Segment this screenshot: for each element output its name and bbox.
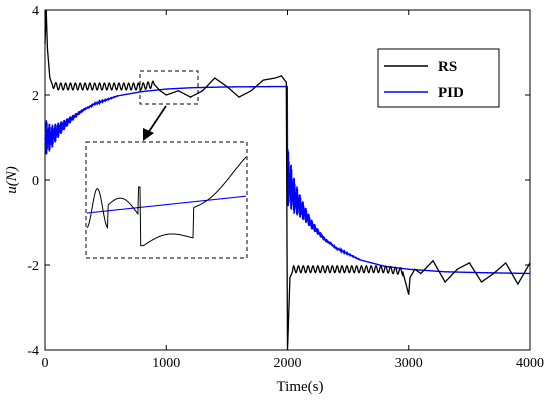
zoom-arrow — [147, 105, 167, 134]
y-tick-label: -2 — [27, 259, 39, 274]
x-tick-label: 2000 — [274, 356, 302, 371]
zoom-source-box — [139, 70, 199, 105]
x-tick-label: 0 — [42, 356, 49, 371]
axis-layer: 0 1000 2000 3000 4000 -4 -2 0 2 4 — [27, 4, 544, 371]
x-tick-label: 1000 — [152, 356, 180, 371]
series-line-pid — [44, 85, 530, 275]
inset-series-rs — [86, 156, 247, 247]
inset-series-pid — [86, 195, 247, 214]
zoom-arrow-head — [143, 128, 154, 141]
inset-layer — [86, 156, 247, 247]
y-tick-label: 2 — [32, 89, 39, 104]
x-tick-label: 4000 — [516, 356, 544, 371]
legend-box — [377, 48, 500, 108]
y-tick-label: 0 — [32, 174, 39, 189]
legend: RS PID — [377, 48, 500, 108]
y-axis-label: u(N) — [4, 166, 20, 194]
y-tick-label: -4 — [27, 344, 39, 359]
legend-label-rs: RS — [438, 59, 457, 75]
legend-label-pid: PID — [438, 85, 464, 101]
y-tick-label: 4 — [32, 4, 39, 19]
inset-box — [85, 141, 248, 259]
x-tick-label: 3000 — [395, 356, 423, 371]
x-axis-label: Time(s) — [277, 379, 324, 395]
